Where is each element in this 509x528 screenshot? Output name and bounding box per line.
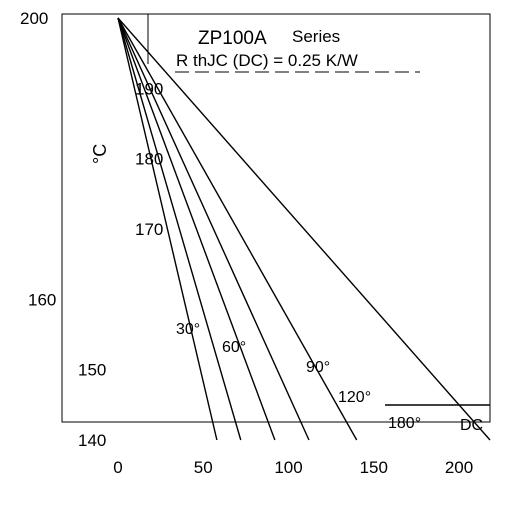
- y-tick-label: 140: [78, 431, 106, 450]
- x-tick-label: 200: [445, 458, 473, 477]
- curve-label: 60°: [222, 339, 246, 356]
- y-tick-label: 200: [20, 9, 48, 28]
- y-tick-label: 180: [135, 150, 163, 169]
- x-tick-label: 100: [274, 458, 302, 477]
- curve-label: DC: [460, 417, 483, 434]
- y-tick-label: 170: [135, 220, 163, 239]
- chart-title: ZP100A: [198, 28, 267, 49]
- series-line: [117, 17, 276, 441]
- series-line: [117, 17, 242, 441]
- series-line: [117, 17, 218, 441]
- curve-label: 180°: [388, 415, 421, 432]
- curve-label: 120°: [338, 389, 371, 406]
- x-tick-label: 150: [360, 458, 388, 477]
- series-line: [117, 17, 358, 441]
- x-tick-label: 0: [113, 458, 122, 477]
- curve-label: 90°: [306, 359, 330, 376]
- y-tick-label: 160: [28, 290, 56, 309]
- chart-subtitle: R thJC (DC) = 0.25 K/W: [176, 51, 358, 70]
- x-tick-label: 50: [194, 458, 213, 477]
- series-line: [117, 17, 310, 441]
- y-axis-label: °C: [90, 144, 110, 164]
- y-tick-label: 150: [78, 361, 106, 380]
- plot-frame: [61, 13, 491, 423]
- chart-title-suffix: Series: [292, 27, 340, 46]
- series-line: [117, 17, 491, 441]
- curve-label: 30°: [176, 321, 200, 338]
